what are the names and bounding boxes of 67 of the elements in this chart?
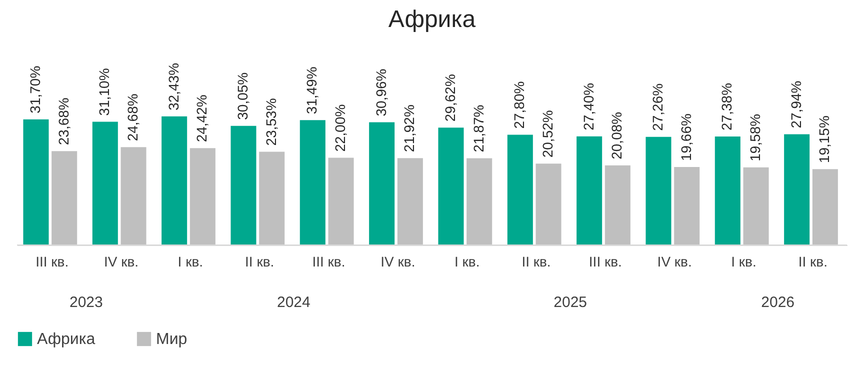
data-label: 21,92% — [401, 104, 418, 152]
text: 2023 — [69, 294, 103, 311]
x-tick-label: IV кв. — [380, 254, 416, 270]
bar — [328, 158, 354, 245]
data-label: 23,68% — [55, 98, 72, 146]
data-label: 32,43% — [165, 62, 182, 110]
bar — [714, 136, 740, 245]
bar — [230, 126, 256, 245]
data-label: 29,62% — [442, 74, 458, 122]
data-label: 30,05% — [234, 72, 250, 120]
x-tick-label: II кв. — [245, 254, 274, 270]
data-label: 22,00% — [332, 104, 348, 152]
bar — [604, 165, 630, 245]
bar — [536, 164, 562, 245]
bar — [507, 134, 533, 245]
bar — [23, 119, 49, 245]
x-tick-label: II кв. — [798, 254, 828, 270]
bar — [743, 167, 769, 245]
data-label: 24,68% — [124, 94, 141, 142]
data-label: 31,70% — [26, 66, 43, 114]
data-label: 27,80% — [511, 81, 528, 129]
bar — [397, 158, 423, 245]
text: 2025 — [554, 294, 588, 311]
data-label: 27,94% — [788, 80, 804, 128]
bar — [120, 147, 146, 245]
bar — [438, 128, 464, 245]
data-label: 23,53% — [262, 98, 279, 146]
bar — [784, 134, 810, 245]
data-label: 19,15% — [816, 116, 832, 164]
text: 2024 — [276, 294, 310, 311]
text: 2026 — [761, 294, 795, 311]
x-tick-label: IV кв. — [657, 254, 692, 270]
x-tick-label: II кв. — [522, 254, 551, 270]
data-label: 19,58% — [747, 114, 764, 162]
chart-title: Африка — [388, 6, 476, 33]
x-tick-label: IV кв. — [104, 254, 139, 270]
bar — [259, 152, 285, 245]
bar — [646, 136, 672, 245]
x-tick-label: III кв. — [36, 254, 69, 270]
data-label: 27,26% — [649, 83, 666, 131]
bar — [52, 151, 78, 245]
data-label: 24,42% — [194, 94, 210, 142]
x-tick-label: I кв. — [454, 254, 480, 270]
bar — [300, 120, 326, 245]
x-tick-label: I кв. — [178, 254, 204, 270]
bar — [162, 116, 188, 245]
legend-label: Африка — [37, 331, 96, 348]
data-label: 31,49% — [304, 66, 320, 114]
legend-label: Мир — [156, 331, 188, 348]
bar — [92, 122, 118, 245]
x-tick-label: III кв. — [312, 254, 346, 270]
bar — [674, 167, 700, 245]
x-tick-label: III кв. — [588, 254, 622, 270]
bar — [812, 169, 838, 245]
data-label: 27,38% — [718, 82, 735, 130]
bar — [369, 122, 395, 245]
bar — [190, 148, 216, 245]
data-label: 19,66% — [678, 114, 694, 162]
data-label: 20,52% — [540, 110, 556, 158]
bar — [576, 136, 602, 245]
x-tick-label: I кв. — [731, 254, 756, 270]
data-label: 31,10% — [96, 68, 112, 116]
data-label: 27,40% — [580, 82, 596, 130]
data-label: 20,08% — [608, 112, 625, 160]
bar — [466, 158, 492, 245]
data-label: 21,87% — [470, 104, 486, 152]
data-label: 30,96% — [372, 68, 389, 116]
